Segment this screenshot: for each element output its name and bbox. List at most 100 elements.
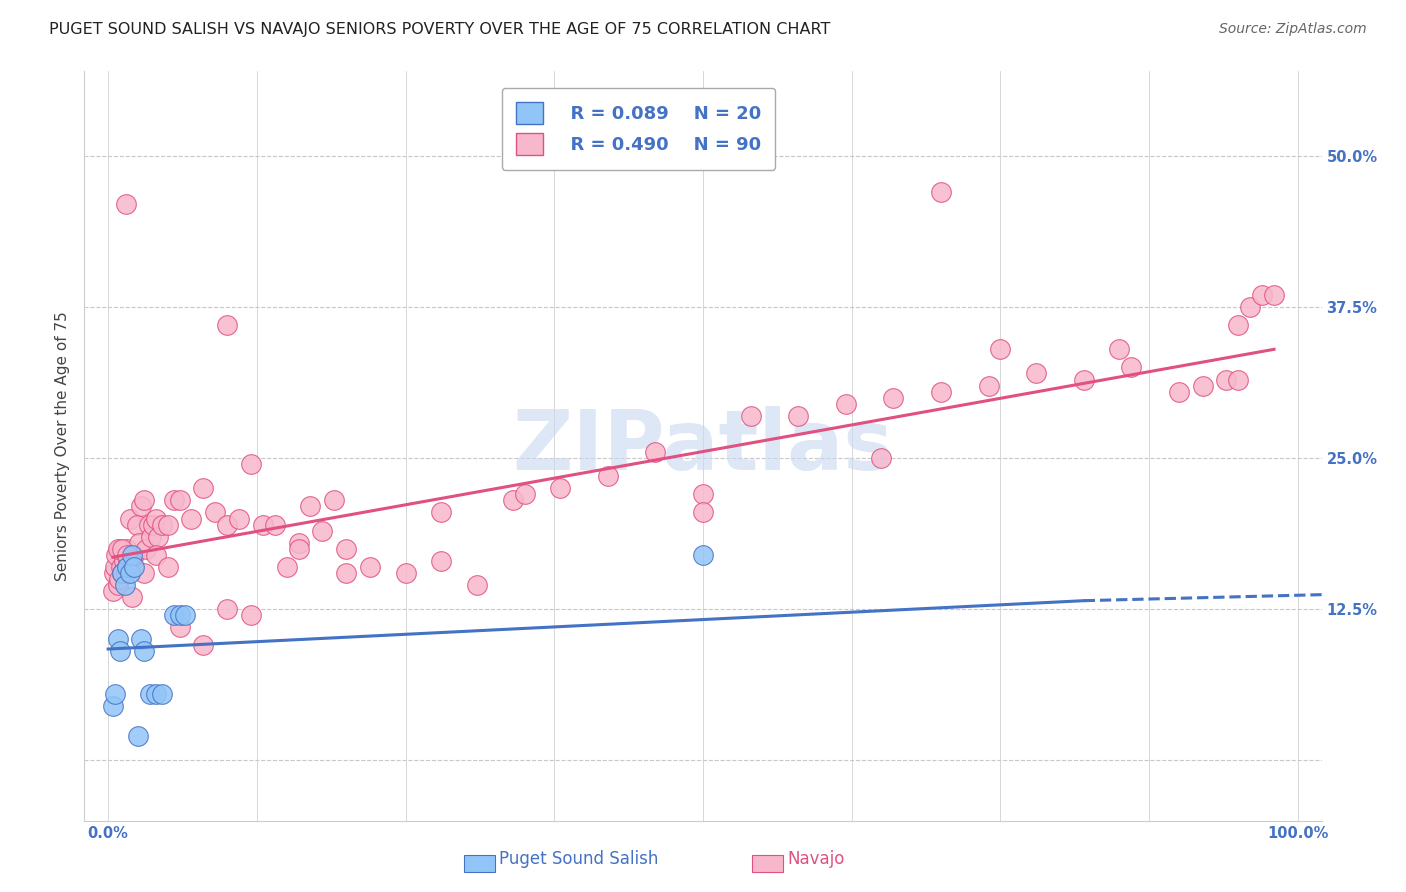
Text: Navajo: Navajo xyxy=(787,850,845,868)
Point xyxy=(115,559,138,574)
Point xyxy=(162,493,184,508)
Point xyxy=(145,548,167,562)
Point xyxy=(239,608,262,623)
Point xyxy=(1191,378,1213,392)
Point xyxy=(1239,300,1261,314)
Point xyxy=(548,481,571,495)
Point xyxy=(359,559,381,574)
Point xyxy=(104,687,127,701)
Point xyxy=(787,409,810,423)
Point xyxy=(111,541,134,556)
Point xyxy=(1215,372,1237,386)
Point xyxy=(135,541,157,556)
Point xyxy=(139,530,162,544)
Point xyxy=(335,541,357,556)
Point xyxy=(145,687,167,701)
Point xyxy=(323,493,346,508)
Point xyxy=(132,644,155,658)
Text: PUGET SOUND SALISH VS NAVAJO SENIORS POVERTY OVER THE AGE OF 75 CORRELATION CHAR: PUGET SOUND SALISH VS NAVAJO SENIORS POV… xyxy=(49,22,831,37)
Y-axis label: Seniors Poverty Over the Age of 75: Seniors Poverty Over the Age of 75 xyxy=(55,311,70,581)
Point xyxy=(929,185,952,199)
Point xyxy=(311,524,333,538)
Point xyxy=(117,554,139,568)
Point xyxy=(239,457,262,471)
Point xyxy=(1263,288,1285,302)
Point xyxy=(121,548,143,562)
Point xyxy=(169,608,191,623)
Point xyxy=(299,500,322,514)
Point xyxy=(692,487,714,501)
Point xyxy=(228,511,250,525)
Point xyxy=(156,559,179,574)
Point xyxy=(263,517,285,532)
Point xyxy=(394,566,416,580)
Point xyxy=(118,511,141,525)
Point xyxy=(146,530,169,544)
Point xyxy=(1121,360,1143,375)
Point xyxy=(1251,288,1274,302)
Point xyxy=(124,548,146,562)
Point xyxy=(138,517,160,532)
Point xyxy=(692,548,714,562)
Point xyxy=(124,559,146,574)
Point xyxy=(977,378,1000,392)
Point xyxy=(596,469,619,483)
Point xyxy=(103,566,125,580)
Point xyxy=(276,559,298,574)
Point xyxy=(108,541,131,556)
Point xyxy=(430,554,453,568)
Point xyxy=(174,608,197,623)
Point xyxy=(127,729,149,743)
Point xyxy=(112,554,135,568)
Point xyxy=(132,493,155,508)
Point xyxy=(107,541,129,556)
Point xyxy=(115,197,138,211)
Point xyxy=(132,566,155,580)
Point xyxy=(180,511,202,525)
Text: Source: ZipAtlas.com: Source: ZipAtlas.com xyxy=(1219,22,1367,37)
Point xyxy=(169,493,191,508)
Point xyxy=(115,541,138,556)
Point xyxy=(115,566,138,580)
Point xyxy=(156,517,179,532)
Point xyxy=(1108,343,1130,357)
Point xyxy=(105,548,128,562)
Point xyxy=(193,639,215,653)
Point xyxy=(217,517,239,532)
Point xyxy=(108,644,131,658)
Point xyxy=(287,535,309,549)
Legend:   R = 0.089    N = 20,   R = 0.490    N = 90: R = 0.089 N = 20, R = 0.490 N = 90 xyxy=(502,88,775,169)
Point xyxy=(150,687,173,701)
Point xyxy=(131,500,153,514)
Point xyxy=(929,384,952,399)
Point xyxy=(128,535,150,549)
Point xyxy=(115,548,138,562)
Point xyxy=(644,445,666,459)
Point xyxy=(107,632,129,647)
Point xyxy=(502,493,524,508)
Point xyxy=(120,548,142,562)
Point xyxy=(1227,372,1250,386)
Point xyxy=(870,451,893,466)
Point xyxy=(111,566,134,580)
Point xyxy=(1025,367,1047,381)
Text: ZIPatlas: ZIPatlas xyxy=(513,406,893,486)
Point xyxy=(101,584,124,599)
Point xyxy=(204,506,226,520)
Point xyxy=(114,578,136,592)
Text: Puget Sound Salish: Puget Sound Salish xyxy=(499,850,658,868)
Point xyxy=(430,506,453,520)
Point xyxy=(111,566,134,580)
Point xyxy=(104,559,127,574)
Point xyxy=(217,318,239,333)
Point xyxy=(465,578,488,592)
Point xyxy=(121,554,143,568)
Point xyxy=(990,343,1012,357)
Point xyxy=(217,602,239,616)
Point xyxy=(169,620,191,634)
Point xyxy=(835,397,858,411)
Point xyxy=(107,578,129,592)
Point xyxy=(740,409,762,423)
Point xyxy=(513,487,536,501)
Point xyxy=(142,517,165,532)
